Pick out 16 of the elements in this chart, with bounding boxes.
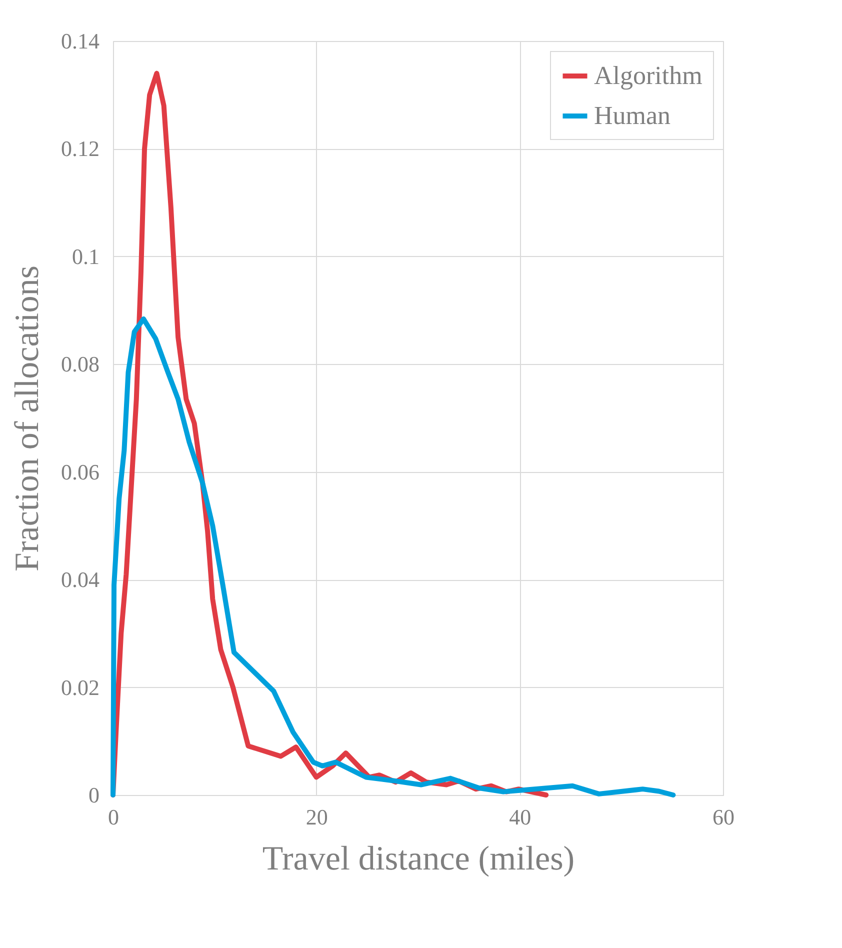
y-tick-label: 0.1 [72,244,100,269]
legend-label: Human [594,101,671,130]
legend-label: Algorithm [594,61,702,90]
y-tick-label: 0 [88,782,100,808]
y-axis-title: Fraction of allocations [9,266,46,572]
y-tick-label: 0.02 [61,674,100,700]
y-tick-label: 0.12 [61,136,100,162]
y-tick-label: 0.06 [61,459,100,484]
y-tick-label: 0.14 [61,28,100,54]
x-tick-label: 0 [108,804,119,830]
y-tick-label: 0.08 [61,352,100,377]
y-tick-label: 0.04 [61,567,100,592]
x-axis-title: Travel distance (miles) [262,840,575,878]
x-tick-label: 60 [712,804,734,830]
x-tick-label: 20 [306,804,328,830]
x-tick-label: 40 [509,804,532,830]
